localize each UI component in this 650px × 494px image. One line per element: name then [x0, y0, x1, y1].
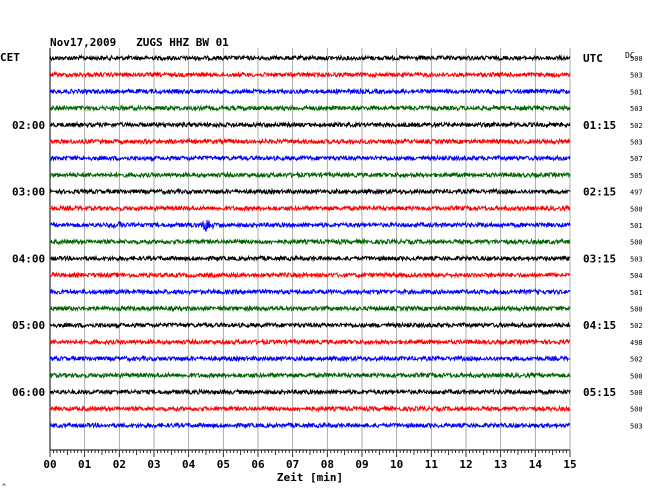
- trace-line: [49, 288, 571, 296]
- right-time-label: 03:15: [583, 252, 616, 265]
- dc-offset-label: 507: [630, 155, 643, 163]
- left-time-label: 03:00: [12, 186, 45, 199]
- dc-offset-label: 505: [630, 172, 643, 180]
- x-tick-label: 14: [529, 458, 543, 471]
- trace-line: [49, 104, 571, 113]
- x-tick-label: 06: [251, 458, 265, 471]
- right-time-label: 05:15: [583, 386, 616, 399]
- x-tick-label: 12: [459, 458, 472, 471]
- x-tick-label: 01: [78, 458, 92, 471]
- trace-line: [49, 337, 571, 346]
- dc-offset-label: 504: [630, 272, 643, 280]
- dc-offset-label: 497: [630, 189, 643, 197]
- x-tick-label: 13: [494, 458, 507, 471]
- left-time-label: 02:00: [12, 119, 45, 132]
- trace-line: [49, 321, 571, 330]
- trace-line: [49, 387, 571, 396]
- trace-line: [49, 154, 571, 163]
- dc-offset-label: 501: [630, 289, 643, 297]
- dc-offset-label: 502: [630, 356, 643, 364]
- trace-line: [49, 354, 571, 363]
- trace-line: [49, 219, 571, 233]
- trace-line: [49, 187, 571, 196]
- right-time-label: 02:15: [583, 186, 616, 199]
- label-group: 500 503 501 503 502 503 507 505 497 500 501 500 503 5…: [12, 52, 643, 471]
- dc-offset-label: 500: [630, 389, 643, 397]
- minute-grid: [49, 48, 571, 451]
- x-tick-label: 07: [286, 458, 299, 471]
- trace-line: [49, 70, 571, 79]
- dc-offset-label: 502: [630, 322, 643, 330]
- left-time-label: 05:00: [12, 319, 45, 332]
- x-tick-label: 05: [217, 458, 230, 471]
- left-time-label: 06:00: [12, 386, 45, 399]
- x-tick-label: 10: [390, 458, 403, 471]
- trace-line: [49, 87, 571, 96]
- x-axis-label: Zeit [min]: [277, 471, 343, 484]
- x-tick-label: 09: [355, 458, 368, 471]
- dc-offset-label: 503: [630, 105, 643, 113]
- trace-line: [49, 254, 571, 263]
- dc-offset-label: 500: [630, 406, 643, 414]
- dc-offset-label: 500: [630, 55, 643, 63]
- dc-label: DC: [625, 51, 635, 60]
- x-tick-label: 02: [113, 458, 126, 471]
- dc-offset-label: 503: [630, 255, 643, 263]
- chart-title: Nov17,2009 ZUGS HHZ BW 01: [50, 36, 229, 49]
- trace-line: [49, 120, 571, 129]
- dc-offset-label: 502: [630, 122, 643, 130]
- trace-line: [49, 421, 571, 430]
- left-time-label: 04:00: [12, 252, 45, 265]
- dc-offset-label: 498: [630, 339, 643, 347]
- x-tick-label: 00: [43, 458, 56, 471]
- trace-line: [49, 170, 571, 179]
- trace-group: [49, 54, 571, 430]
- dc-offset-label: 500: [630, 205, 643, 213]
- trace-line: [49, 137, 571, 146]
- left-axis-label: CET: [0, 51, 20, 64]
- trace-line: [49, 304, 571, 313]
- dc-offset-label: 503: [630, 139, 643, 147]
- x-tick-label: 08: [321, 458, 334, 471]
- right-time-label: 01:15: [583, 119, 616, 132]
- right-time-label: UTC: [583, 52, 603, 65]
- trace-line: [49, 404, 571, 413]
- dc-offset-label: 503: [630, 72, 643, 80]
- dc-offset-label: 501: [630, 222, 643, 230]
- corner-mark: ^: [2, 483, 6, 491]
- dc-offset-label: 500: [630, 239, 643, 247]
- x-tick-label: 03: [147, 458, 160, 471]
- dc-offset-label: 500: [630, 306, 643, 314]
- x-tick-label: 04: [182, 458, 196, 471]
- trace-line: [49, 54, 571, 62]
- x-tick-label: 15: [563, 458, 576, 471]
- trace-line: [49, 271, 571, 280]
- trace-line: [49, 371, 571, 380]
- dc-offset-label: 501: [630, 88, 643, 96]
- x-tick-label: 11: [425, 458, 439, 471]
- dc-offset-label: 503: [630, 422, 643, 430]
- trace-line: [49, 204, 571, 213]
- right-time-label: 04:15: [583, 319, 616, 332]
- trace-line: [49, 237, 571, 246]
- dc-offset-label: 500: [630, 372, 643, 380]
